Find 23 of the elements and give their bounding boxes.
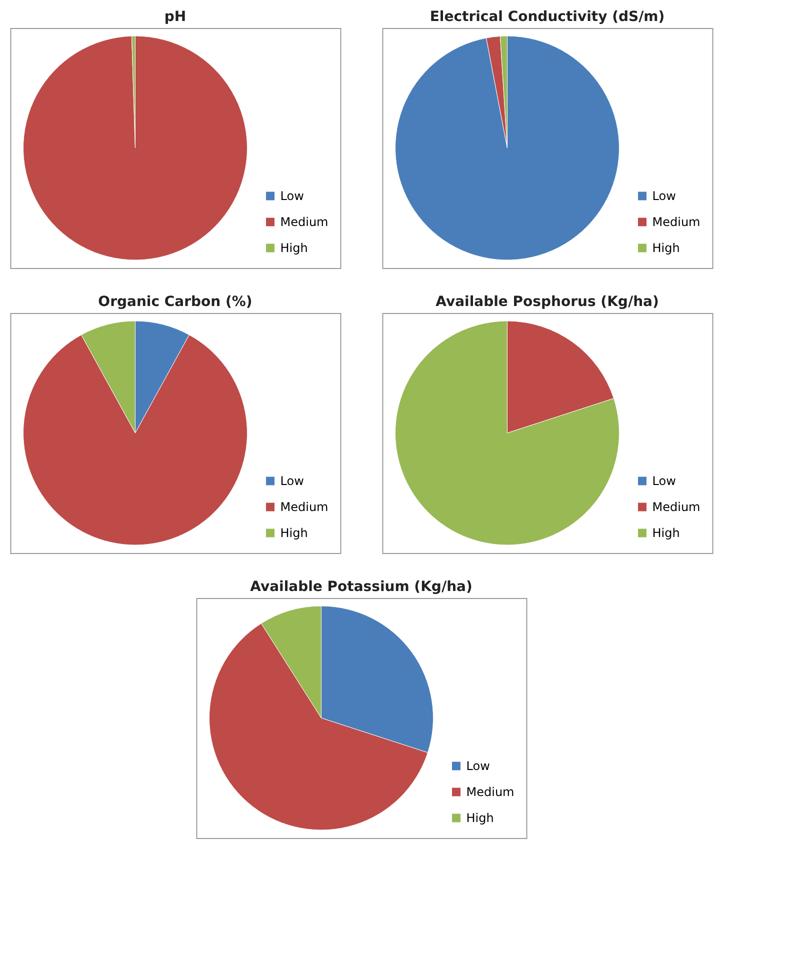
legend-label: Medium xyxy=(466,785,514,799)
chart-title: Available Potassium (Kg/ha) xyxy=(250,579,472,595)
legend-label: Medium xyxy=(652,500,700,514)
legend-label: Low xyxy=(652,474,676,488)
pie-slice xyxy=(22,36,248,260)
legend-label: Low xyxy=(280,189,304,203)
legend-label: Low xyxy=(652,189,676,203)
pie-slice xyxy=(395,36,620,260)
chart-title: pH xyxy=(164,9,186,25)
legend-label: High xyxy=(652,526,680,540)
chart-title: Available Posphorus (Kg/ha) xyxy=(436,294,659,310)
legend-label: Medium xyxy=(280,215,328,229)
chart-title: Organic Carbon (%) xyxy=(98,294,252,310)
legend-label: Low xyxy=(466,759,490,773)
chart-title: Electrical Conductivity (dS/m) xyxy=(430,9,665,25)
pie-slice xyxy=(395,320,620,546)
legend-label: High xyxy=(466,811,494,825)
legend-label: Low xyxy=(280,474,304,488)
legend-label: High xyxy=(280,241,308,255)
legend-label: High xyxy=(652,241,680,255)
legend-label: Medium xyxy=(652,215,700,229)
legend-label: Medium xyxy=(280,500,328,514)
legend-label: High xyxy=(280,526,308,540)
